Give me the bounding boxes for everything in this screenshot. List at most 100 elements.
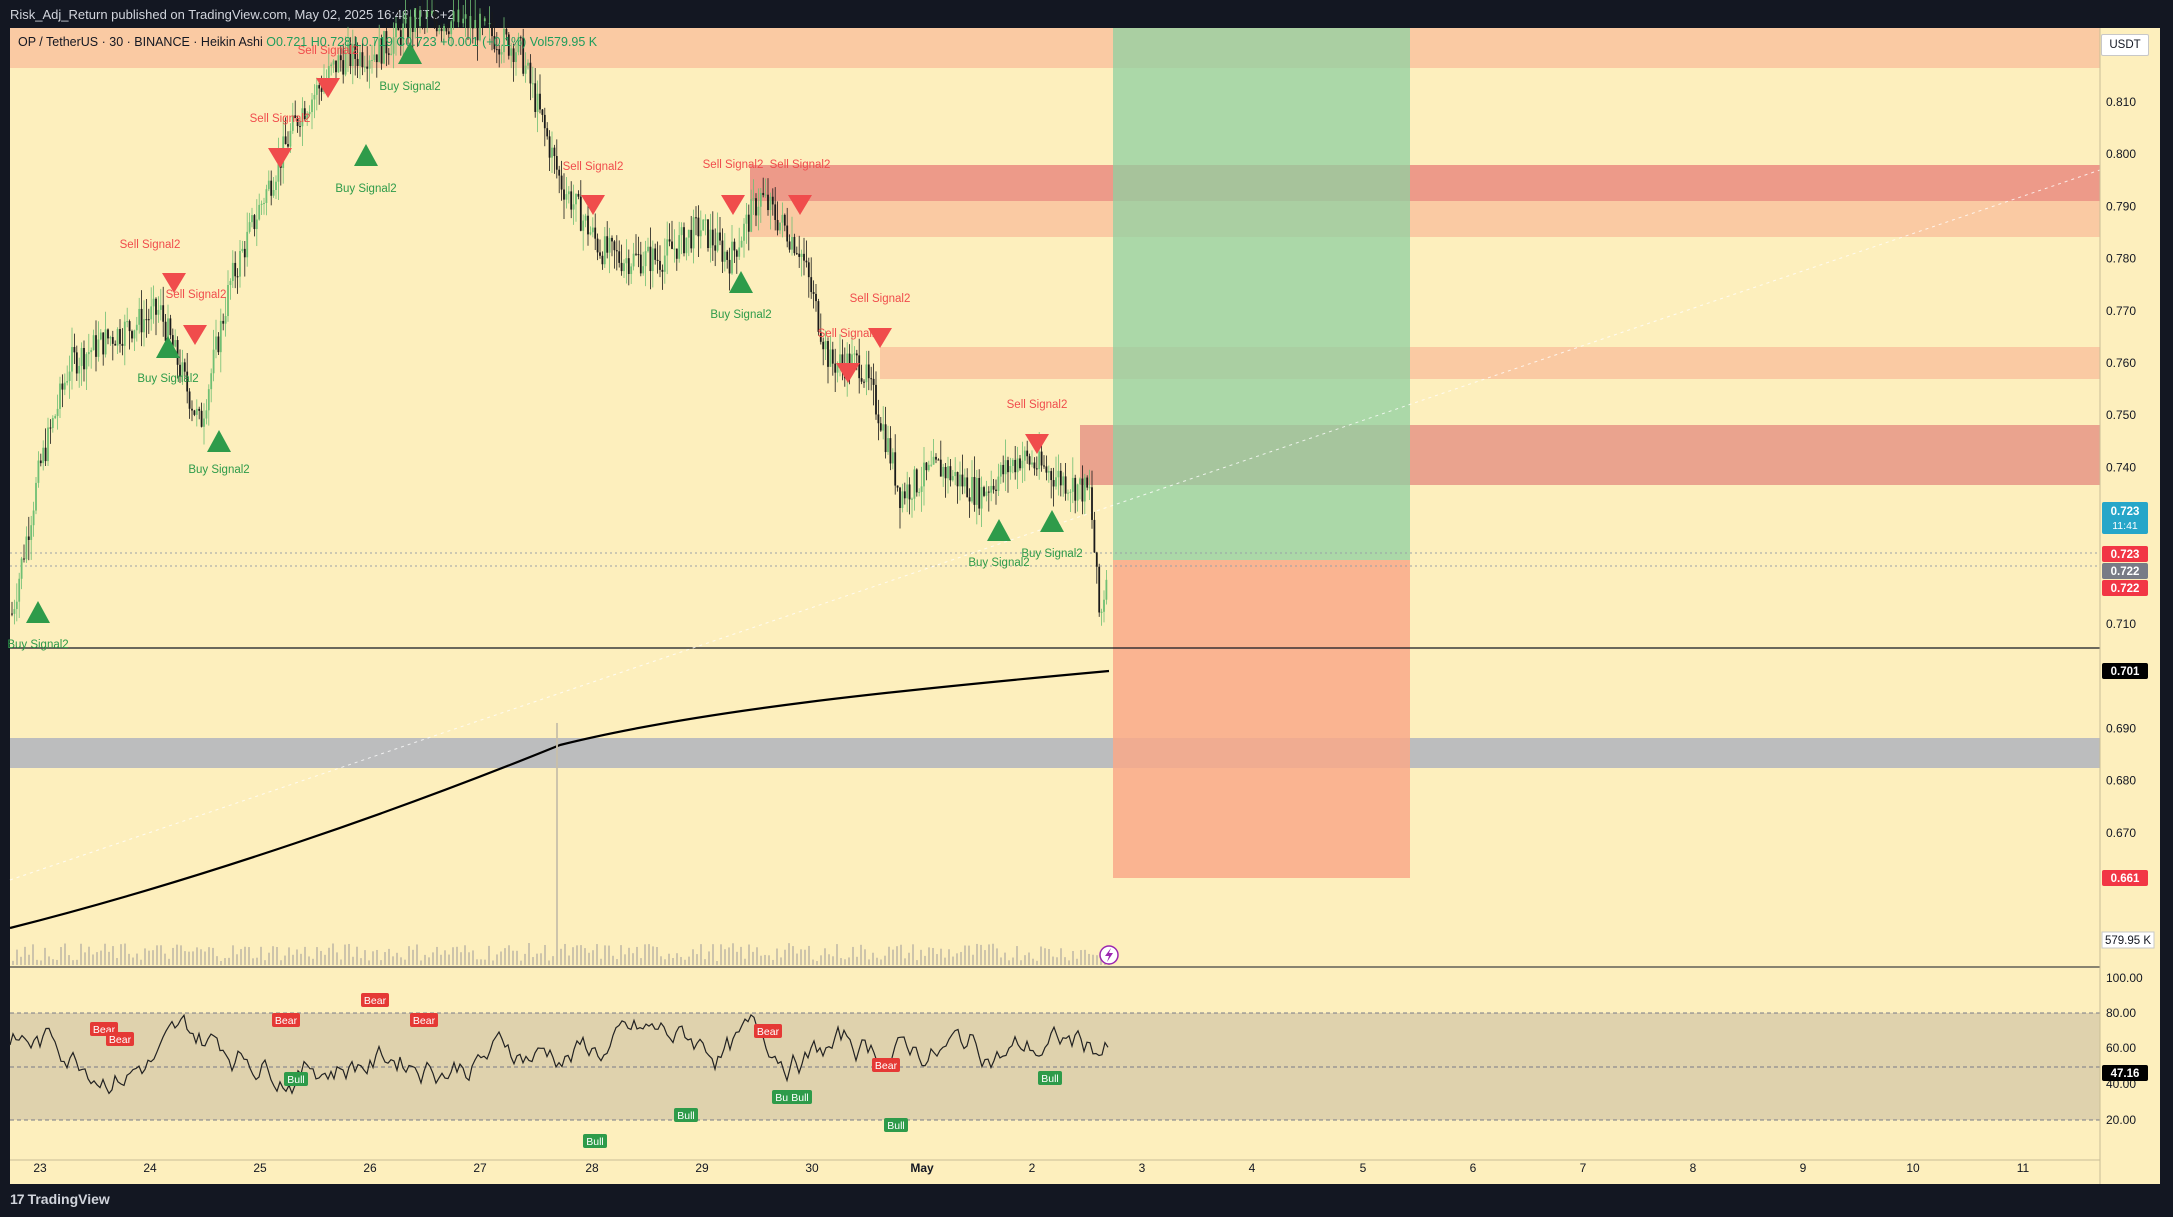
- legend-symbol[interactable]: OP / TetherUS · 30 · BINANCE · Heikin As…: [18, 35, 263, 49]
- volume-bar: [188, 951, 190, 965]
- candle-body: [949, 466, 952, 481]
- volume-bar: [716, 960, 718, 965]
- candle-body: [455, 11, 457, 23]
- price-tick-label: 0.810: [2106, 95, 2136, 109]
- candle-body: [224, 316, 227, 324]
- time-tick-label: 3: [1139, 1161, 1146, 1175]
- candle-body: [975, 477, 978, 505]
- time-tick-label: 8: [1690, 1161, 1697, 1175]
- volume-bar: [280, 960, 282, 965]
- volume-bar: [260, 946, 262, 965]
- sell-signal-icon: [183, 325, 207, 345]
- volume-bar: [72, 960, 74, 965]
- volume-bar: [708, 951, 710, 965]
- candle-body: [767, 194, 769, 211]
- candle-body: [855, 353, 858, 356]
- volume-bar: [480, 959, 482, 965]
- candle-body: [980, 487, 983, 509]
- candle-body: [812, 292, 815, 294]
- osc-current-label: 47.16: [2111, 1068, 2140, 1080]
- candle-body: [858, 355, 861, 379]
- volume-bar: [352, 956, 354, 965]
- bull-tag-label: Bull: [287, 1074, 305, 1086]
- candle-body: [615, 250, 618, 252]
- volume-bar: [92, 954, 94, 965]
- volume-bar: [436, 946, 438, 965]
- sell-signal-icon: [721, 195, 745, 215]
- volume-bar: [684, 959, 686, 965]
- volume-bar: [32, 944, 34, 965]
- candle-body: [239, 250, 241, 277]
- candle-body: [882, 424, 885, 431]
- volume-bar: [488, 945, 490, 965]
- volume-bar: [832, 956, 834, 965]
- volume-bar: [576, 945, 578, 965]
- candle-body: [995, 489, 997, 491]
- volume-bar: [968, 945, 970, 965]
- volume-bar: [400, 957, 402, 965]
- resistance-zone-760: [880, 347, 2100, 379]
- volume-bar: [36, 959, 38, 965]
- candle-body: [759, 192, 762, 207]
- volume-bar: [380, 960, 382, 965]
- candle-body: [1067, 492, 1069, 494]
- candle-body: [683, 227, 685, 254]
- volume-bar: [176, 944, 178, 965]
- candle-body: [203, 418, 205, 427]
- osc-tick-label: 20.00: [2106, 1113, 2136, 1127]
- oscillator-line: [9, 1013, 1109, 1095]
- candle-body: [625, 258, 628, 264]
- volume-bar: [812, 959, 814, 965]
- candle-body: [800, 253, 803, 257]
- volume-bar: [112, 946, 114, 965]
- volume-bar: [168, 958, 170, 965]
- candle-body: [913, 469, 916, 499]
- volume-bar: [256, 957, 258, 965]
- volume-bar: [1056, 957, 1058, 965]
- sell-signal-label: Sell Signal2: [120, 239, 181, 251]
- time-tick-label: 11: [2017, 1161, 2030, 1175]
- volume-bar: [656, 947, 658, 965]
- candles-group: [11, 0, 1108, 626]
- sell-signal-icon: [162, 273, 186, 293]
- candle-body: [164, 321, 167, 341]
- time-tick-label: 4: [1249, 1161, 1256, 1175]
- price-badge-label: 0.723: [2111, 506, 2140, 518]
- candle-body: [54, 416, 57, 419]
- candle-body: [836, 363, 839, 373]
- volume-bar: [520, 960, 522, 965]
- sell-signal-icon: [581, 195, 605, 215]
- candle-body: [438, 28, 441, 32]
- candle-body: [423, 12, 426, 18]
- candle-body: [1033, 462, 1036, 469]
- candle-body: [522, 37, 525, 74]
- volume-bar: [776, 948, 778, 965]
- bear-tag: [410, 1013, 438, 1027]
- candle-body: [13, 609, 16, 614]
- candle-body: [1031, 462, 1033, 465]
- currency-selector[interactable]: USDT: [2101, 34, 2149, 56]
- candle-body: [277, 157, 280, 182]
- volume-bar: [980, 944, 982, 965]
- candle-body: [668, 239, 671, 242]
- candle-body: [349, 43, 352, 67]
- sell-signal-icon: [1025, 434, 1049, 454]
- volume-bar: [644, 944, 646, 965]
- volume-bar: [528, 943, 530, 965]
- candle-body: [308, 112, 311, 115]
- candle-body: [433, 10, 436, 21]
- volume-bar: [140, 959, 142, 965]
- candle-body: [131, 331, 133, 339]
- volume-bar: [564, 943, 566, 965]
- candle-body: [795, 253, 798, 255]
- volume-bar: [340, 959, 342, 965]
- lightning-icon[interactable]: [1099, 945, 1119, 965]
- volume-bar: [632, 953, 634, 965]
- candle-body: [373, 54, 376, 61]
- volume-bar: [164, 953, 166, 965]
- bull-tag: [674, 1108, 698, 1122]
- tradingview-logo[interactable]: 17 TradingView: [10, 1191, 110, 1207]
- volume-bar: [940, 948, 942, 965]
- volume-bar: [156, 945, 158, 965]
